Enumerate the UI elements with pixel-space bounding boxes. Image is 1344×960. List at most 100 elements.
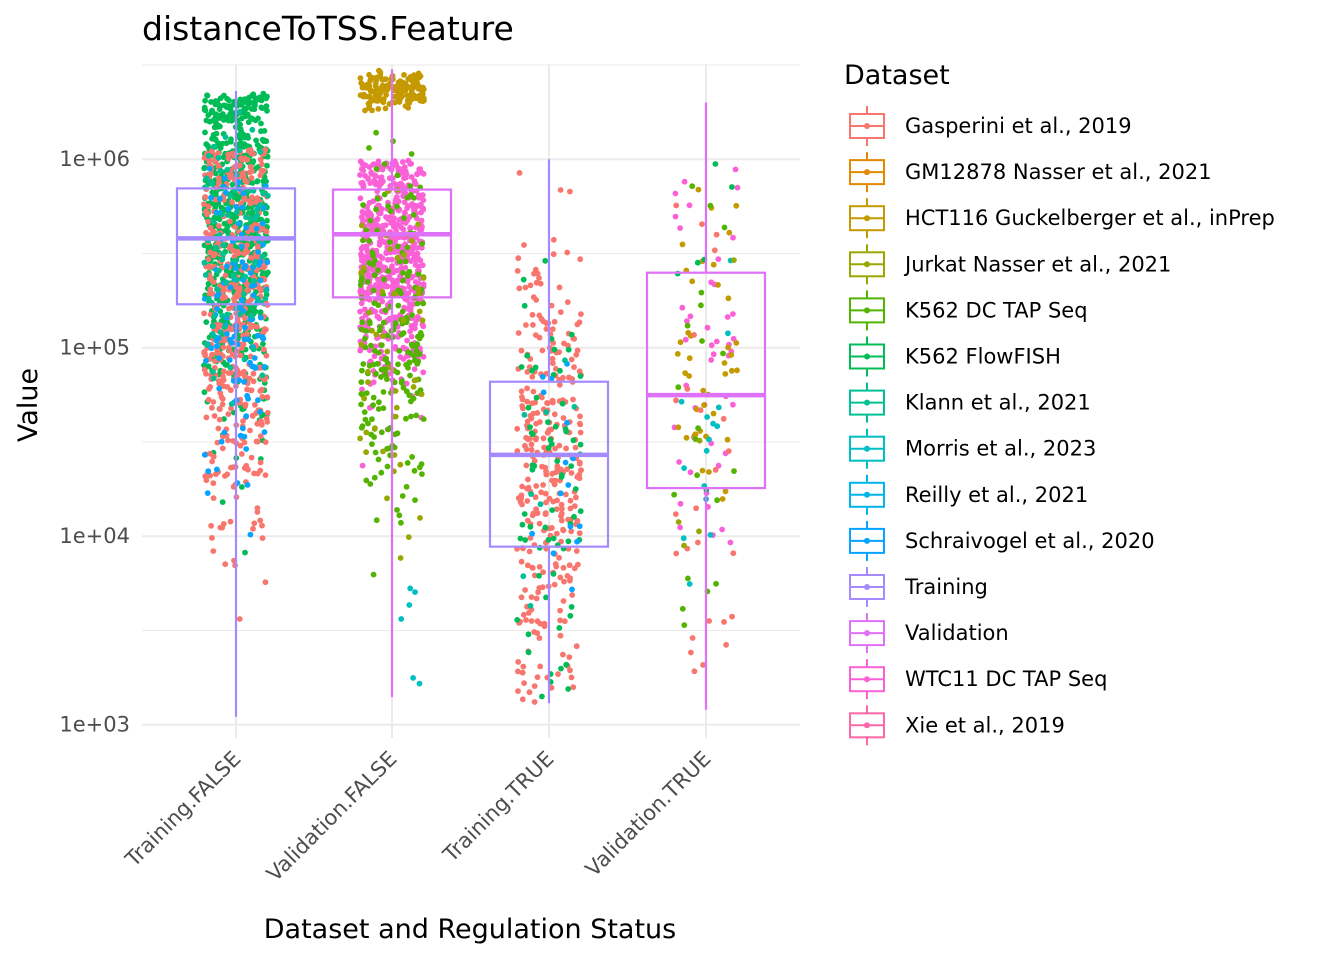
data-point bbox=[730, 311, 736, 317]
data-point bbox=[542, 490, 549, 497]
data-point bbox=[538, 489, 545, 496]
data-point bbox=[218, 438, 225, 445]
data-point bbox=[209, 535, 215, 541]
data-point bbox=[261, 270, 267, 277]
data-point bbox=[383, 83, 390, 90]
data-point bbox=[555, 671, 561, 677]
data-point bbox=[363, 211, 370, 217]
data-point bbox=[375, 267, 381, 273]
data-point bbox=[384, 495, 390, 502]
data-point bbox=[220, 242, 227, 249]
data-point bbox=[398, 290, 404, 297]
data-point bbox=[529, 512, 536, 519]
data-point bbox=[384, 376, 390, 383]
data-point bbox=[240, 131, 247, 138]
data-point bbox=[539, 693, 545, 700]
data-point bbox=[401, 209, 408, 216]
data-point bbox=[727, 539, 734, 546]
data-point bbox=[236, 108, 243, 115]
data-point bbox=[201, 104, 208, 111]
data-point bbox=[734, 184, 741, 191]
data-point bbox=[264, 259, 271, 266]
data-point bbox=[233, 265, 239, 272]
data-point bbox=[259, 220, 266, 227]
data-point bbox=[366, 362, 373, 369]
data-point bbox=[415, 290, 422, 297]
data-point bbox=[247, 270, 254, 276]
data-point bbox=[521, 242, 527, 248]
data-point bbox=[357, 158, 364, 165]
legend-label: HCT116 Guckelberger et al., inPrep bbox=[905, 206, 1275, 230]
data-point bbox=[365, 175, 371, 182]
data-point bbox=[542, 510, 549, 516]
data-point bbox=[413, 342, 419, 349]
data-point bbox=[400, 270, 406, 276]
data-point bbox=[533, 595, 540, 602]
data-point bbox=[725, 448, 732, 454]
data-point bbox=[398, 379, 405, 386]
data-point bbox=[571, 513, 577, 520]
data-point bbox=[558, 538, 564, 545]
data-point bbox=[685, 575, 691, 582]
data-point bbox=[381, 366, 388, 373]
box-iqr bbox=[488, 380, 610, 548]
data-point bbox=[421, 97, 427, 104]
data-point bbox=[365, 379, 371, 386]
data-point bbox=[203, 357, 209, 364]
data-point bbox=[411, 366, 418, 372]
data-point bbox=[416, 464, 423, 471]
data-point bbox=[557, 367, 563, 374]
data-point bbox=[259, 393, 266, 400]
data-point bbox=[530, 322, 536, 328]
data-point bbox=[524, 498, 531, 504]
data-point bbox=[710, 420, 716, 427]
data-point bbox=[404, 460, 411, 466]
data-point bbox=[249, 168, 255, 175]
data-point bbox=[376, 95, 383, 102]
data-point bbox=[407, 183, 414, 189]
data-point bbox=[412, 589, 418, 595]
data-point bbox=[563, 428, 570, 435]
data-point bbox=[558, 472, 565, 478]
data-point bbox=[537, 620, 544, 627]
data-point bbox=[699, 338, 705, 344]
data-point bbox=[358, 80, 365, 86]
data-point bbox=[562, 357, 568, 364]
data-point bbox=[210, 375, 217, 382]
data-point bbox=[249, 412, 256, 419]
data-point bbox=[357, 75, 364, 81]
data-point bbox=[682, 336, 689, 343]
data-point bbox=[577, 441, 584, 448]
data-point bbox=[363, 390, 370, 396]
data-point bbox=[684, 322, 691, 329]
data-point bbox=[525, 404, 532, 411]
data-point bbox=[247, 531, 254, 538]
data-point bbox=[210, 495, 217, 501]
data-point bbox=[689, 183, 696, 190]
data-point bbox=[236, 147, 242, 154]
data-point bbox=[207, 286, 214, 293]
data-point bbox=[239, 484, 245, 490]
data-point bbox=[264, 107, 270, 114]
data-point bbox=[385, 203, 391, 210]
data-point bbox=[525, 484, 532, 491]
data-point bbox=[208, 194, 214, 201]
data-point bbox=[219, 445, 226, 452]
data-point bbox=[528, 415, 535, 422]
data-point bbox=[402, 174, 409, 181]
data-point bbox=[357, 282, 364, 288]
data-point bbox=[544, 400, 551, 406]
data-point bbox=[529, 530, 535, 537]
data-point bbox=[365, 100, 372, 107]
data-point bbox=[399, 493, 406, 499]
data-point bbox=[576, 530, 583, 537]
data-point bbox=[212, 170, 219, 177]
legend-key-point bbox=[864, 169, 870, 176]
data-point bbox=[373, 206, 379, 213]
data-point bbox=[675, 424, 682, 431]
data-point bbox=[530, 388, 537, 395]
data-point bbox=[358, 214, 365, 221]
data-point bbox=[216, 416, 223, 423]
data-point bbox=[244, 242, 250, 249]
data-point bbox=[720, 415, 727, 422]
